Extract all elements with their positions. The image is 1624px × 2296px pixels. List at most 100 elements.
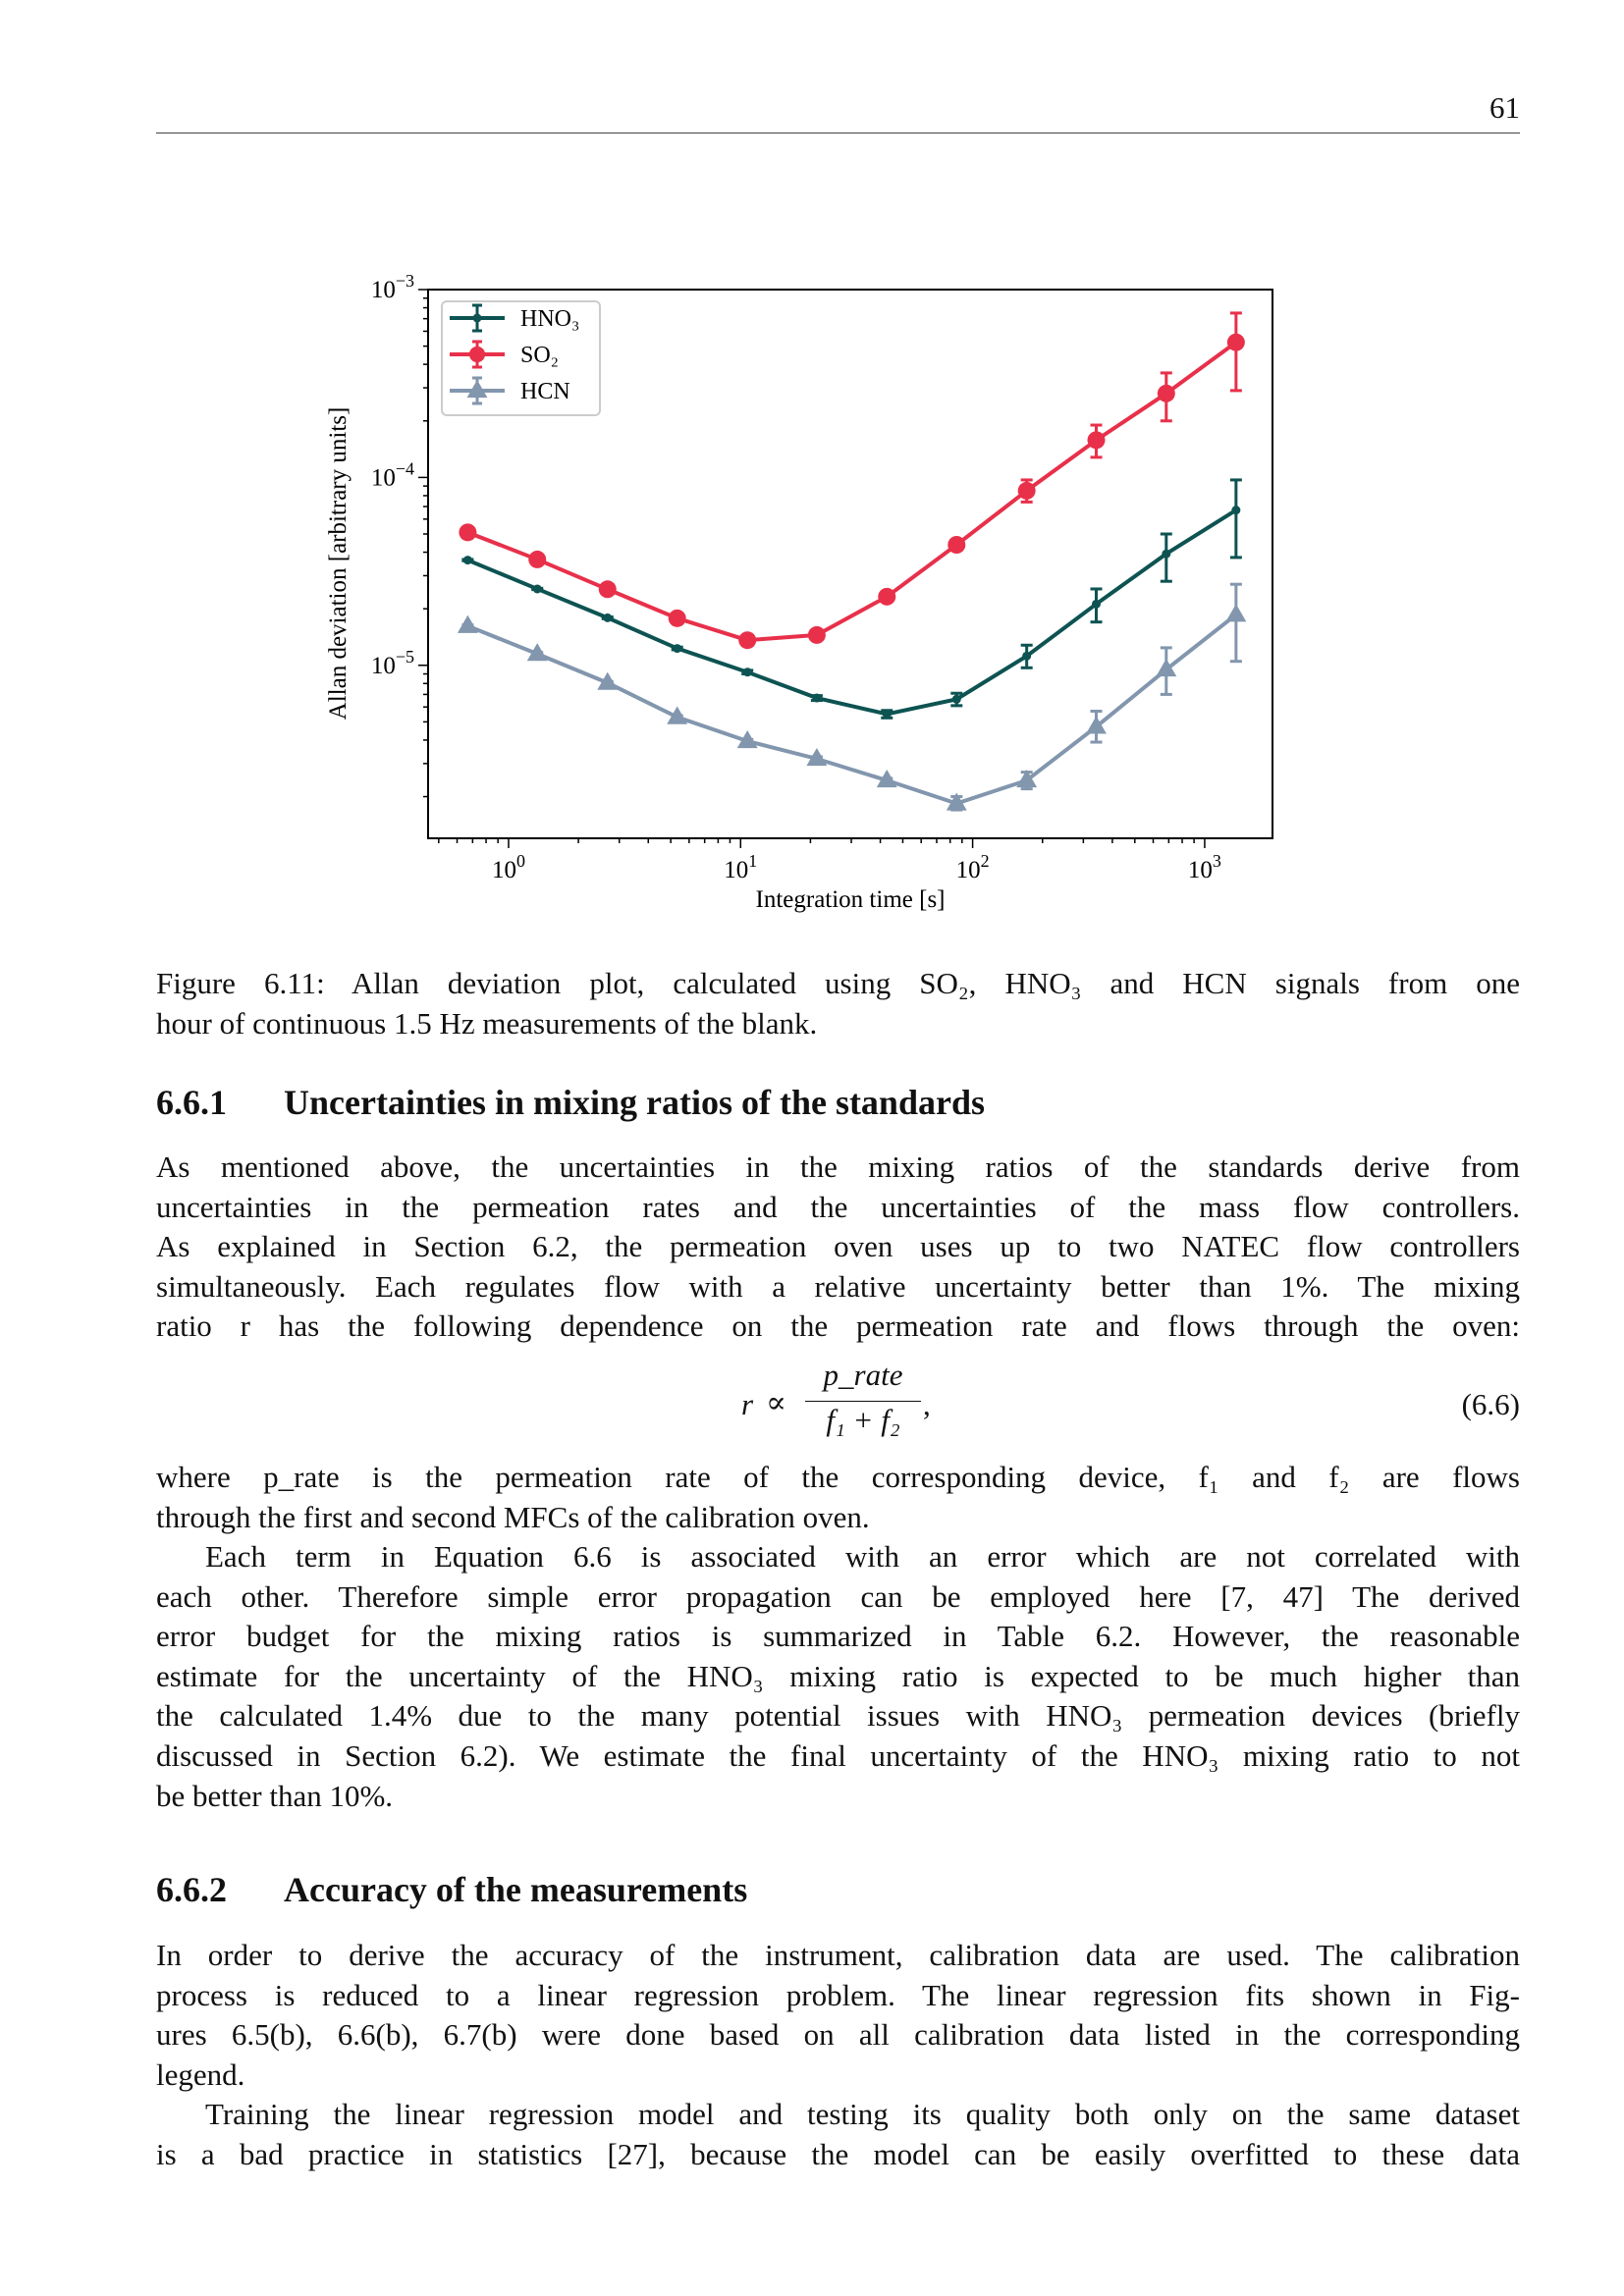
equation-number: (6.6) [1461,1387,1520,1421]
data-point [673,644,682,654]
data-point [459,523,477,542]
data-point [806,747,828,767]
legend-entry: SO₂ [450,340,559,369]
text-line: through the first and second MFCs of the… [156,1499,870,1534]
x-axis-label: Integration time [s] [756,886,946,913]
allan-deviation-chart: 100 101 102 103 10−5 10−4 10−3 HNO₃ SO₂ HCN Inte… [325,271,1273,913]
x-tick-label: 102 [956,851,990,883]
data-point [812,693,822,703]
proportional-symbol: ∝ [766,1385,786,1419]
figure-caption: Figure 6.11: Allan deviation plot, calcu… [156,964,1520,1043]
text-line: be better than 10%. [156,1778,394,1813]
equation-comma: , [923,1387,931,1421]
data-point [667,706,688,724]
paragraph: where p_rate is the permeation rate of t… [156,1458,1520,1537]
data-point [742,667,752,677]
series-group [457,311,1247,812]
y-tick-label: 10−5 [371,647,414,679]
x-tick-label: 103 [1188,851,1221,883]
text-line: ratio r has the following dependence on … [156,1308,1520,1344]
plot-frame [427,289,1273,839]
text-line: error budget for the mixing ratios is su… [156,1619,1520,1654]
data-point [462,556,472,565]
data-point [738,631,757,650]
data-point [1225,604,1247,622]
section-title: Uncertainties in mixing ratios of the st… [284,1083,985,1122]
data-point [807,625,826,644]
data-point [1022,651,1032,661]
data-point [1162,549,1171,559]
text-line: each other. Therefore simple error propa… [156,1578,1520,1614]
equation-numerator: p_rate [823,1358,903,1392]
paragraph: As mentioned above, the uncertainties in… [156,1148,1520,1347]
paragraph: Each term in Equation 6.6 is associated … [156,1537,1520,1816]
data-point [951,694,961,704]
text-line: the calculated 1.4% due to the many pote… [156,1698,1520,1734]
page-number: 61 [1489,90,1520,125]
data-point [468,346,486,363]
series-line [466,507,1237,717]
x-tick-label: 101 [724,851,757,883]
text-line: Training the linear regression model and… [205,2097,1520,2131]
section-number: 6.6.1 [156,1083,227,1122]
data-point [597,671,619,690]
data-point [472,313,482,323]
text-line: process is reduced to a linear regressio… [156,1977,1520,2012]
text-line: In order to derive the accuracy of the i… [156,1938,1520,1972]
text-line: Figure 6.11: Allan deviation plot, calcu… [156,966,1520,1000]
section-number: 6.6.2 [156,1870,227,1909]
text-line: As explained in Section 6.2, the permeat… [156,1229,1520,1264]
data-point [736,729,758,749]
data-point [526,643,548,662]
data-point [947,536,966,555]
section-heading-6-6-2: 6.6.2 Accuracy of the measurements [156,1869,747,1910]
data-point [457,614,478,633]
section-title: Accuracy of the measurements [284,1870,748,1909]
data-point [603,613,613,622]
equation-6-6: r ∝ p_rate f₁ + f₂ , (6.6) [0,1358,1624,1448]
data-point [528,550,547,568]
text-line: is a bad practice in statistics [27], be… [156,2136,1520,2171]
text-line: Each term in Equation 6.6 is associated … [205,1539,1520,1574]
text-line: legend. [156,2056,245,2092]
paragraph: In order to derive the accuracy of the i… [156,1936,1520,2095]
y-tick-label: 10−3 [371,271,414,303]
series-line [466,341,1238,643]
legend-label: HCN [520,379,570,404]
y-tick-label: 10−4 [371,458,414,491]
fraction-bar [805,1401,921,1402]
text-line: hour of continuous 1.5 Hz measurements o… [156,1005,818,1041]
equation-lhs: r [741,1387,754,1421]
paragraph: Training the linear regression model and… [156,2095,1520,2174]
legend-entry: HCN [450,376,570,405]
text-line: simultaneously. Each regulates flow with… [156,1268,1520,1304]
data-point [878,587,896,606]
y-axis-label: Allan deviation [arbitrary units] [325,407,352,721]
series-HNO₃ [461,478,1242,720]
legend-label: HNO₃ [520,306,579,332]
section-heading-6-6-1: 6.6.1 Uncertainties in mixing ratios of t… [156,1082,985,1123]
text-line: uncertainties in the permeation rates an… [156,1189,1520,1224]
text-line: discussed in Section 6.2). We estimate t… [156,1737,1520,1773]
data-point [946,792,967,811]
data-point [668,609,686,627]
data-point [466,380,488,399]
equation-denominator: f₁ + f₂ [826,1403,900,1437]
data-point [598,580,617,599]
legend-label: SO₂ [520,343,559,368]
data-point [1226,333,1245,351]
series-line [466,613,1238,806]
text-line: ures 6.5(b), 6.6(b), 6.7(b) were done ba… [156,2017,1520,2053]
data-point [1016,770,1038,788]
data-point [532,584,542,594]
legend: HNO₃ SO₂ HCN [441,300,601,416]
data-point [1087,431,1106,450]
data-point [1017,481,1036,500]
axes-group: 100 101 102 103 10−5 10−4 10−3 [371,271,1273,883]
data-point [1156,659,1177,677]
data-point [1157,384,1175,402]
series-SO₂ [459,311,1245,650]
data-point [1086,716,1107,734]
series-HCN [457,582,1247,812]
text-line: estimate for the uncertainty of the HNO₃… [156,1658,1520,1693]
